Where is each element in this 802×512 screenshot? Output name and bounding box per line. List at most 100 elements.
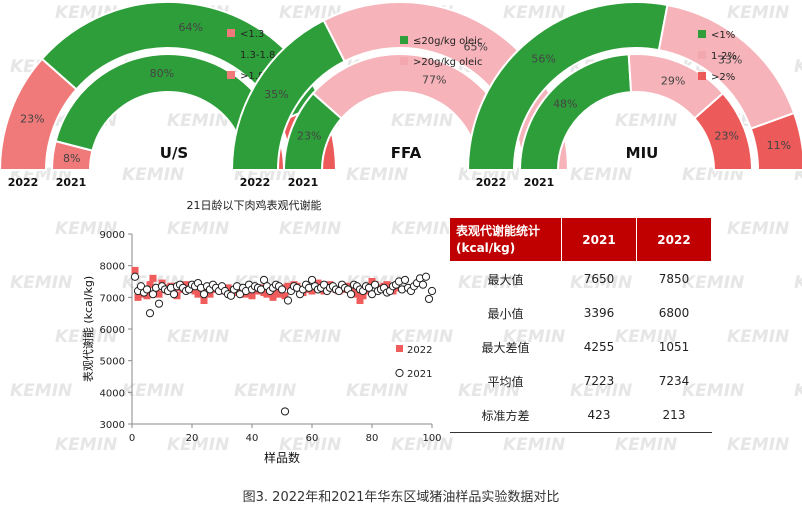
table-row: 标准方差 423 213 bbox=[449, 398, 712, 433]
cell-2022: 7850 bbox=[658, 272, 690, 286]
point-2021 bbox=[154, 299, 164, 308]
donut-segment bbox=[749, 111, 802, 171]
x-tick-label: 80 bbox=[366, 433, 379, 444]
watermark-text: KEMIN bbox=[279, 435, 341, 455]
cell-2021: 4255 bbox=[583, 340, 615, 354]
watermark-text: KEMIN bbox=[727, 435, 789, 455]
cell-2022: 213 bbox=[636, 398, 712, 433]
point-2022 bbox=[146, 281, 154, 289]
legend-label: ≤20g/kg oleic bbox=[413, 36, 482, 47]
donut-center-label: MIU bbox=[626, 144, 659, 162]
y-tick-label: 5000 bbox=[100, 357, 125, 368]
y-axis-title: 表观代谢能 (kcal/kg) bbox=[81, 276, 95, 382]
point-2022 bbox=[353, 290, 361, 298]
slice-label: 23% bbox=[297, 130, 321, 143]
point-2021 bbox=[427, 286, 437, 296]
ring-year-label: 2022 bbox=[476, 176, 507, 189]
slice-label: 65% bbox=[464, 40, 488, 53]
watermark-text: KEMIN bbox=[55, 435, 117, 455]
slice-label: 64% bbox=[178, 21, 202, 34]
watermark-text: KEMIN bbox=[503, 327, 565, 347]
watermark-text: KEMIN bbox=[391, 219, 453, 239]
point-2022 bbox=[143, 292, 151, 300]
point-2022 bbox=[248, 292, 256, 300]
watermark-text: KEMIN bbox=[167, 327, 229, 347]
point-2022 bbox=[194, 290, 202, 298]
point-2022 bbox=[149, 274, 157, 282]
legend-label: >2% bbox=[711, 72, 735, 83]
watermark-text: KEMIN bbox=[570, 381, 632, 401]
watermark-text: KEMIN bbox=[55, 219, 117, 239]
point-2021 bbox=[421, 272, 431, 281]
scatter-title: 21日龄以下肉鸡表观代谢能 bbox=[187, 198, 322, 212]
legend-label: <1% bbox=[711, 30, 735, 41]
legend-swatch bbox=[698, 51, 706, 59]
watermark-text: KEMIN bbox=[391, 435, 453, 455]
ring-year-label: 2021 bbox=[56, 176, 87, 189]
legend-swatch bbox=[400, 57, 408, 65]
watermark-text: KEMIN bbox=[391, 327, 453, 347]
watermark-text: KEMIN bbox=[503, 435, 565, 455]
legend-swatch bbox=[227, 71, 235, 79]
donut-segment bbox=[693, 91, 754, 171]
point-2021 bbox=[277, 285, 287, 294]
x-tick-label: 100 bbox=[422, 433, 441, 444]
ring-year-label: 2022 bbox=[240, 176, 271, 189]
point-2022 bbox=[356, 297, 364, 304]
point-2022 bbox=[359, 292, 367, 300]
slice-label: 48% bbox=[553, 98, 577, 111]
watermark-text: KEMIN bbox=[727, 3, 789, 23]
x-tick-label: 40 bbox=[246, 433, 259, 444]
point-2021 bbox=[169, 290, 179, 299]
point-2022 bbox=[314, 279, 322, 287]
cell-2022: 7234 bbox=[658, 374, 690, 388]
slice-label: 77% bbox=[422, 73, 446, 86]
y-tick-label: 9000 bbox=[100, 230, 125, 241]
watermark-text: KEMIN bbox=[615, 435, 677, 455]
row-label: 最小值 bbox=[487, 306, 524, 321]
x-axis-title: 样品数 bbox=[264, 450, 300, 465]
point-2022 bbox=[263, 290, 271, 298]
table-row: 最小值 3396 6800 bbox=[450, 296, 712, 330]
point-2021 bbox=[346, 290, 356, 299]
donut-center-label: U/S bbox=[160, 144, 188, 162]
ring-year-label: 2021 bbox=[524, 176, 555, 189]
slice-label: 29% bbox=[661, 74, 685, 87]
point-2022 bbox=[200, 297, 208, 304]
watermark-text: KEMIN bbox=[727, 219, 789, 239]
stats-header-label: 表观代谢能统计 (kcal/kg) bbox=[449, 217, 562, 262]
watermark-text: KEMIN bbox=[346, 381, 408, 401]
row-label: 平均值 bbox=[487, 374, 524, 389]
point-2022 bbox=[275, 290, 283, 298]
watermark-text: KEMIN bbox=[279, 327, 341, 347]
watermark-text: KEMIN bbox=[682, 273, 744, 293]
cell-2021: 423 bbox=[561, 398, 637, 433]
point-2022 bbox=[308, 287, 316, 295]
watermark-text: KEMIN bbox=[346, 165, 408, 185]
stats-header-2022: 2022 bbox=[636, 217, 712, 262]
point-2021 bbox=[400, 275, 410, 285]
y-tick-label: 8000 bbox=[100, 262, 125, 273]
watermark-text: KEMIN bbox=[570, 165, 632, 185]
donut-ffa: 35% 65% 2022 23% 77% 2021 FFA ≤20g/kg oleic >20g… bbox=[230, 1, 570, 189]
ring-year-label: 2022 bbox=[8, 176, 39, 189]
cell-2022: 1051 bbox=[658, 340, 690, 354]
watermark-text: KEMIN bbox=[682, 381, 744, 401]
y-tick-label: 7000 bbox=[100, 293, 125, 304]
watermark-text: KEMIN bbox=[167, 111, 229, 131]
legend-swatch-2022 bbox=[396, 345, 403, 352]
watermark-text: KEMIN bbox=[122, 165, 184, 185]
point-2021 bbox=[418, 280, 428, 289]
legend-swatch bbox=[698, 72, 706, 80]
point-2021 bbox=[130, 272, 140, 281]
stats-header-row: 表观代谢能统计 (kcal/kg) 2021 2022 bbox=[449, 217, 712, 262]
watermark-text: KEMIN bbox=[279, 3, 341, 23]
watermark-text: KEMIN bbox=[503, 3, 565, 23]
donut-segment bbox=[311, 53, 518, 171]
cell-2021: 7223 bbox=[583, 374, 615, 388]
donut-us: 23%64%13%20228%80%12%2021U/S<1.31.3-1.8>… bbox=[0, 1, 338, 189]
watermark-text: KEMIN bbox=[727, 327, 789, 347]
donut-miu: 56% 33% 11% 2022 48% 29% 23% 2021 MIU <1% 1-2% >2% bbox=[466, 1, 802, 189]
slice-label: 35% bbox=[264, 88, 288, 101]
donut-center-label: FFA bbox=[391, 144, 422, 162]
